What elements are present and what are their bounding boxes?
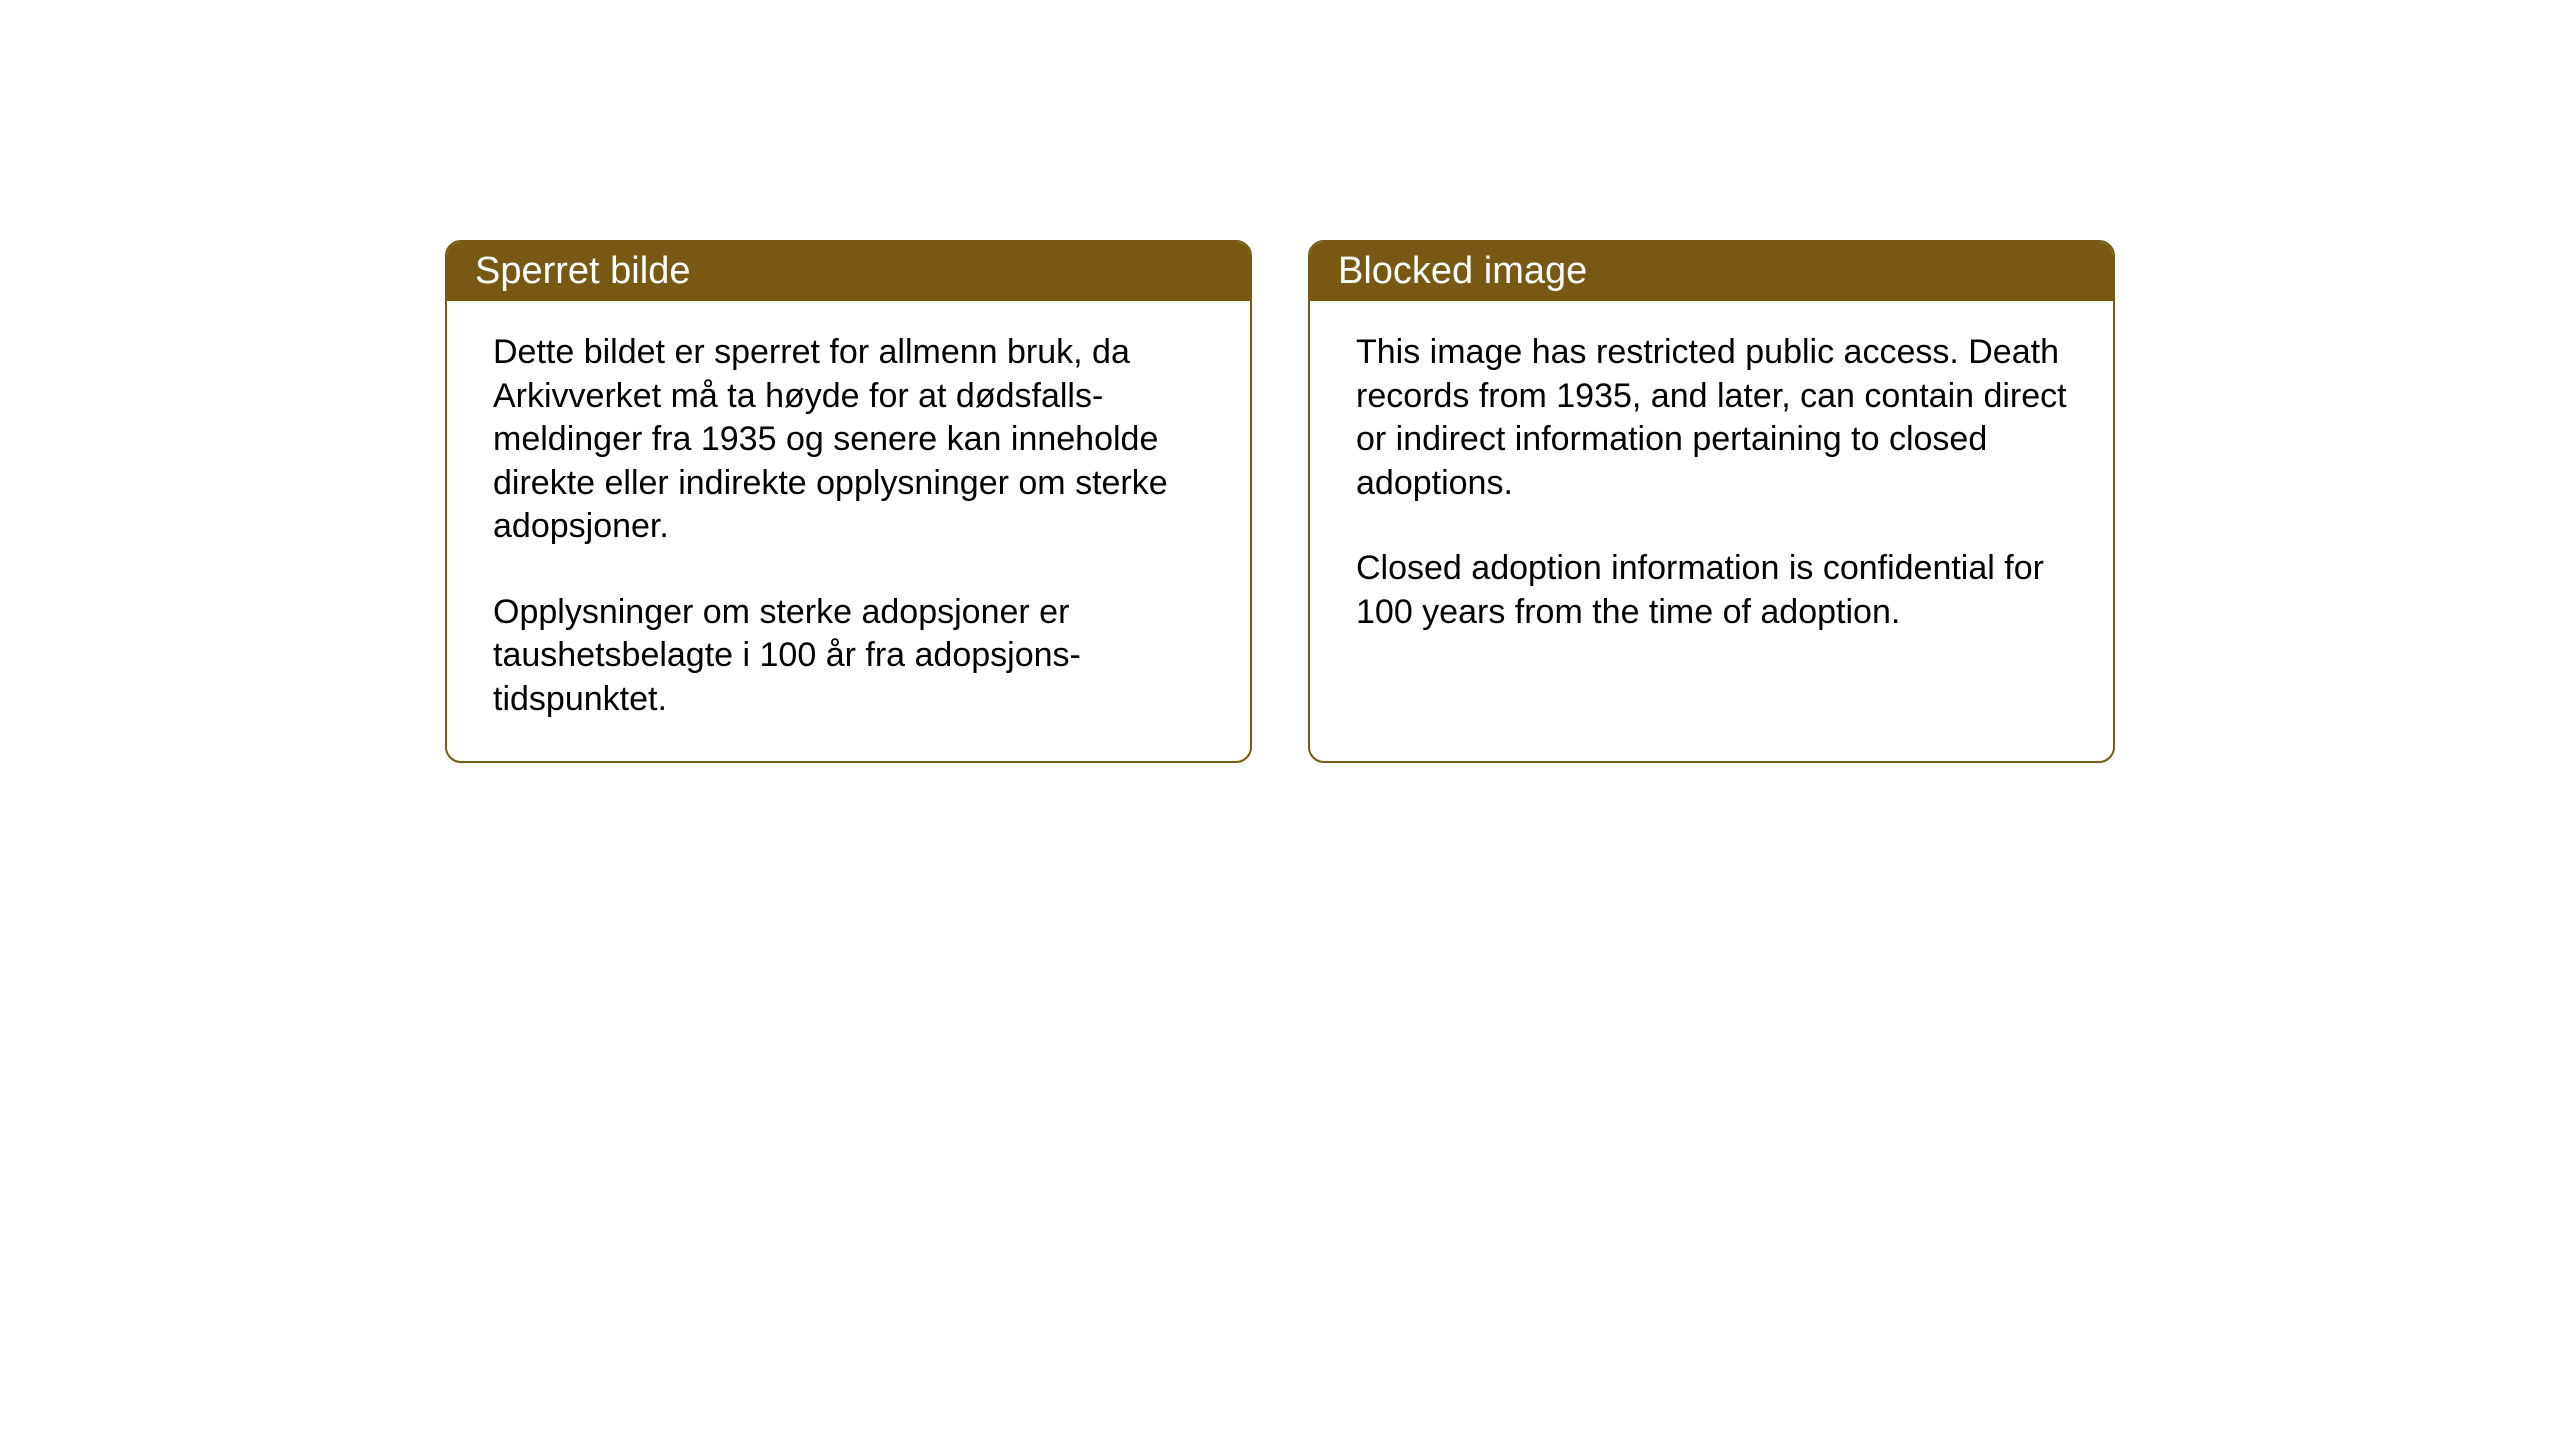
notice-paragraph-1-english: This image has restricted public access.… bbox=[1356, 331, 2067, 505]
notice-header-english: Blocked image bbox=[1310, 242, 2113, 301]
notice-title-norwegian: Sperret bilde bbox=[475, 250, 690, 292]
notice-body-english: This image has restricted public access.… bbox=[1310, 301, 2113, 741]
notice-container: Sperret bilde Dette bildet er sperret fo… bbox=[445, 240, 2115, 763]
notice-paragraph-2-norwegian: Opplysninger om sterke adopsjoner er tau… bbox=[493, 591, 1204, 722]
notice-body-norwegian: Dette bildet er sperret for allmenn bruk… bbox=[447, 301, 1250, 761]
notice-card-norwegian: Sperret bilde Dette bildet er sperret fo… bbox=[445, 240, 1252, 763]
notice-paragraph-2-english: Closed adoption information is confident… bbox=[1356, 547, 2067, 634]
notice-title-english: Blocked image bbox=[1338, 250, 1587, 292]
notice-paragraph-1-norwegian: Dette bildet er sperret for allmenn bruk… bbox=[493, 331, 1204, 549]
notice-card-english: Blocked image This image has restricted … bbox=[1308, 240, 2115, 763]
notice-header-norwegian: Sperret bilde bbox=[447, 242, 1250, 301]
